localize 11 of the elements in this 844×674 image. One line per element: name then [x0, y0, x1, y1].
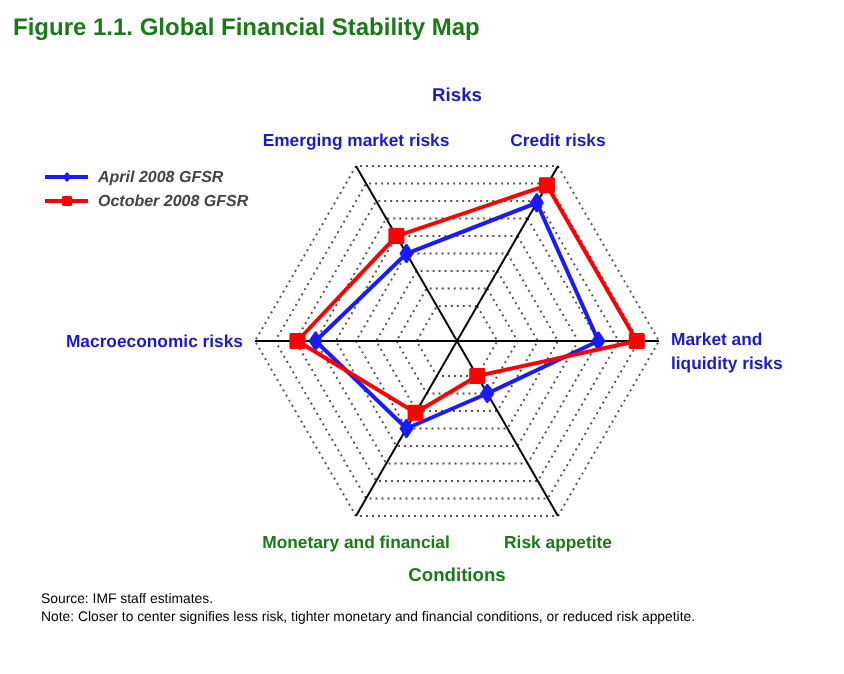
spoke-label: Market and liquidity risks — [671, 329, 783, 373]
text: Risks — [432, 85, 482, 105]
text: Conditions — [408, 565, 506, 585]
spoke-label: Macroeconomic risks — [65, 331, 244, 351]
spoke-label: Credit risks — [510, 130, 606, 151]
spoke-label: Risk appetite — [504, 531, 613, 552]
legend-label: April 2008 GFSR — [98, 166, 224, 186]
chart-title: Figure 1.1. Global Financial Stability Map — [13, 13, 480, 41]
spoke-label: Monetary and financial — [262, 531, 450, 552]
spoke-label: Emerging market risks — [262, 130, 450, 151]
legend-label: October 2008 GFSR — [98, 190, 249, 210]
